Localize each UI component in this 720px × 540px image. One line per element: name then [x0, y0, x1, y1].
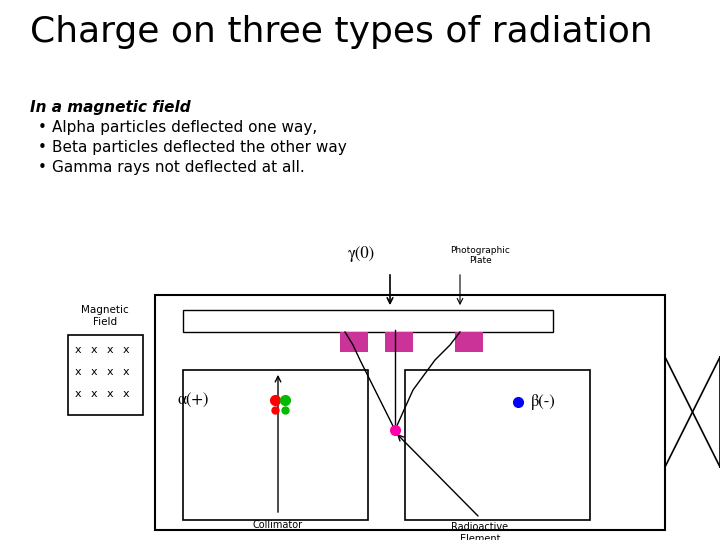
Text: Beta particles deflected the other way: Beta particles deflected the other way	[52, 140, 347, 155]
Bar	[405, 370, 590, 520]
Bar	[155, 295, 665, 530]
Bar	[385, 332, 413, 352]
Text: x: x	[122, 367, 130, 377]
Bar	[340, 332, 368, 352]
Text: Alpha particles deflected one way,: Alpha particles deflected one way,	[52, 120, 318, 135]
Text: Photographic
Plate: Photographic Plate	[450, 246, 510, 265]
Text: •: •	[38, 160, 47, 175]
Text: Radioactive
Element: Radioactive Element	[451, 522, 508, 540]
Text: x: x	[107, 367, 113, 377]
Text: α(+): α(+)	[178, 392, 210, 408]
Text: Collimator: Collimator	[253, 520, 303, 530]
Bar	[68, 335, 143, 415]
Text: x: x	[75, 389, 81, 399]
Bar	[183, 370, 368, 520]
Text: Gamma rays not deflected at all.: Gamma rays not deflected at all.	[52, 160, 305, 175]
Text: x: x	[91, 389, 97, 399]
Bar	[183, 310, 553, 332]
Bar	[455, 332, 483, 352]
Text: Charge on three types of radiation: Charge on three types of radiation	[30, 15, 653, 49]
Text: x: x	[91, 367, 97, 377]
Text: x: x	[91, 345, 97, 355]
Text: x: x	[122, 345, 130, 355]
Text: β(-): β(-)	[530, 394, 554, 410]
Text: x: x	[122, 389, 130, 399]
Text: x: x	[107, 345, 113, 355]
Text: •: •	[38, 140, 47, 155]
Text: x: x	[75, 345, 81, 355]
Text: In a magnetic field: In a magnetic field	[30, 100, 191, 115]
Text: x: x	[75, 367, 81, 377]
Text: Magnetic
Field: Magnetic Field	[81, 305, 129, 327]
Text: γ(0): γ(0)	[348, 246, 375, 262]
Text: •: •	[38, 120, 47, 135]
Text: x: x	[107, 389, 113, 399]
